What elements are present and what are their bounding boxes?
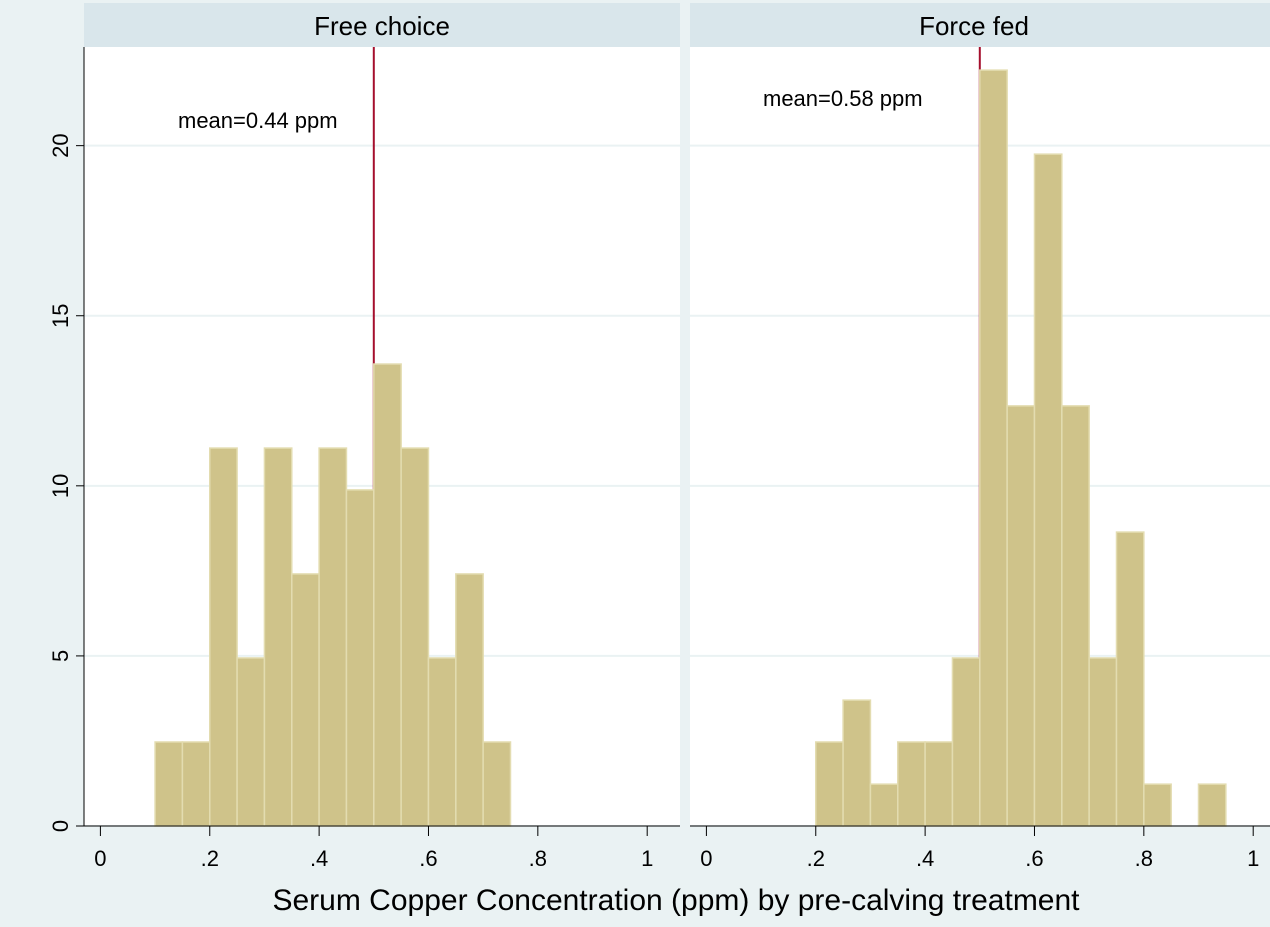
x-tick-label: 0 xyxy=(94,846,106,871)
bar xyxy=(210,448,237,826)
x-axis-title: Serum Copper Concentration (ppm) by pre-… xyxy=(272,884,1080,917)
annotation: mean=0.58 ppm xyxy=(763,86,923,111)
chart: Free choice05101520mean=0.44 ppm0.2.4.6.… xyxy=(0,0,1270,927)
y-tick-label: 10 xyxy=(48,474,73,498)
y-tick-label: 20 xyxy=(48,133,73,157)
bar xyxy=(1034,154,1061,826)
x-tick-label: .2 xyxy=(201,846,219,871)
panel-title: Force fed xyxy=(919,11,1029,41)
x-tick-label: 0 xyxy=(700,846,712,871)
y-tick-label: 15 xyxy=(48,303,73,327)
bar xyxy=(346,490,373,826)
bar xyxy=(1199,784,1226,826)
y-tick-label: 0 xyxy=(48,820,73,832)
x-tick-label: .6 xyxy=(1025,846,1043,871)
bar xyxy=(264,448,291,826)
bar xyxy=(1007,406,1034,826)
x-tick-label: .2 xyxy=(807,846,825,871)
x-tick-label: 1 xyxy=(641,846,653,871)
page: {"chart_data": { "type": "histogram", "x… xyxy=(0,0,1270,927)
panel-title: Free choice xyxy=(314,11,450,41)
bar xyxy=(952,658,979,826)
bar xyxy=(456,574,483,826)
bar xyxy=(1116,532,1143,826)
annotation: mean=0.44 ppm xyxy=(178,108,338,133)
x-tick-label: 1 xyxy=(1247,846,1259,871)
x-tick-label: .4 xyxy=(310,846,328,871)
x-tick-label: .6 xyxy=(419,846,437,871)
x-tick-label: .8 xyxy=(1135,846,1153,871)
bar xyxy=(292,574,319,826)
bar xyxy=(319,448,346,826)
bar xyxy=(182,742,209,826)
bar xyxy=(898,742,925,826)
bar xyxy=(1144,784,1171,826)
bar xyxy=(155,742,182,826)
bar xyxy=(980,70,1007,826)
bar xyxy=(1089,658,1116,826)
bar xyxy=(483,742,510,826)
bar xyxy=(237,658,264,826)
bar xyxy=(401,448,428,826)
bar xyxy=(870,784,897,826)
bar xyxy=(374,364,401,826)
bar xyxy=(925,742,952,826)
bar xyxy=(428,658,455,826)
x-tick-label: .4 xyxy=(916,846,934,871)
bar xyxy=(1062,406,1089,826)
bar xyxy=(843,700,870,826)
bar xyxy=(816,742,843,826)
x-tick-label: .8 xyxy=(529,846,547,871)
y-tick-label: 5 xyxy=(48,650,73,662)
